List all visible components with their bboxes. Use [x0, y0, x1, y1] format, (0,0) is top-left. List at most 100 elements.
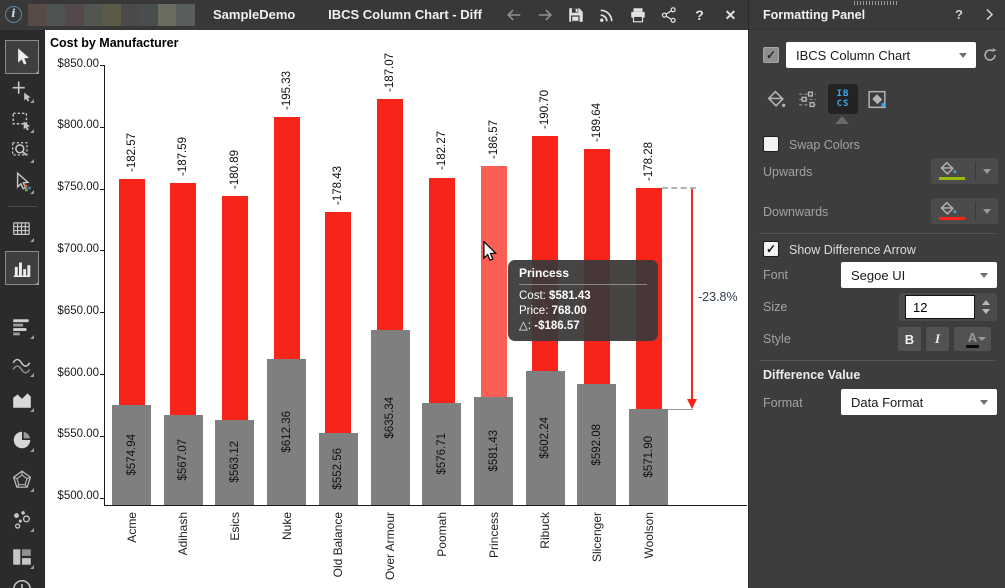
price-bar[interactable] — [170, 182, 197, 415]
swap-colors-checkbox[interactable] — [763, 136, 779, 152]
topbar: i SampleDemo IBCS Column Chart - Diff ? ✕ — [0, 0, 748, 30]
cost-label: $552.56 — [332, 448, 345, 490]
font-color-glyph: A — [965, 330, 980, 348]
cost-bar[interactable] — [163, 414, 203, 505]
cost-bar[interactable] — [422, 402, 462, 505]
tab-ibcs[interactable]: IB CS — [828, 84, 858, 114]
chart-plot: $850.00 $800.00 $750.00 $700.00 $650.00 $600.… — [45, 30, 748, 588]
treemap-chart-tool-icon[interactable] — [11, 546, 34, 569]
forward-icon[interactable] — [535, 6, 554, 25]
downwards-label: Downwards — [763, 205, 829, 219]
back-icon[interactable] — [504, 6, 523, 25]
chevron-down-icon — [982, 309, 990, 314]
help-icon[interactable]: ? — [695, 7, 704, 23]
cost-bar[interactable] — [474, 396, 514, 505]
element-selector[interactable]: IBCS Column Chart — [786, 42, 976, 68]
share-icon[interactable] — [659, 6, 678, 25]
price-bar[interactable] — [118, 179, 145, 405]
chevron-down-icon[interactable] — [983, 169, 991, 174]
panel-help-icon[interactable]: ? — [955, 7, 963, 22]
feed-icon[interactable] — [597, 6, 616, 25]
cost-bar[interactable] — [267, 358, 307, 505]
category-label: Acme — [124, 512, 139, 543]
price-bar[interactable] — [221, 196, 248, 420]
paint-bucket-icon — [938, 201, 960, 221]
bar-chart-tool-icon[interactable] — [11, 316, 34, 339]
info-icon[interactable]: i — [5, 6, 22, 23]
point-select-tool-icon[interactable] — [11, 80, 34, 103]
cost-bar[interactable] — [318, 432, 358, 505]
tab-style[interactable] — [862, 84, 892, 114]
refresh-icon[interactable] — [981, 46, 999, 64]
save-icon[interactable] — [566, 6, 585, 25]
area-chart-tool-icon[interactable] — [11, 389, 34, 412]
show-difference-arrow-checkbox[interactable]: ✓ — [763, 241, 779, 257]
swap-colors-label: Swap Colors — [789, 138, 860, 152]
price-bar[interactable] — [480, 166, 507, 397]
chevron-down-icon[interactable] — [978, 337, 986, 341]
price-bar[interactable] — [428, 177, 455, 403]
print-icon[interactable] — [628, 6, 647, 25]
font-selector[interactable]: Segoe UI — [841, 262, 997, 288]
price-bar[interactable] — [273, 117, 300, 359]
price-bar[interactable] — [325, 212, 352, 433]
difference-value-heading: Difference Value — [763, 368, 861, 382]
y-axis-tick — [100, 188, 104, 190]
panel-drag-handle[interactable] — [854, 1, 898, 5]
panel-collapse-icon[interactable] — [981, 6, 998, 28]
x-axis-line — [104, 505, 747, 506]
cost-bar[interactable] — [577, 383, 617, 505]
cost-bar[interactable] — [525, 371, 565, 505]
y-axis-tick — [100, 65, 104, 66]
ibcs-tab-label: CS — [836, 99, 850, 109]
size-stepper[interactable] — [978, 293, 994, 321]
category-label: Over Armour — [383, 512, 398, 581]
cost-bar[interactable] — [370, 330, 410, 505]
category-label: Princess — [486, 512, 501, 559]
pie-chart-tool-icon[interactable] — [11, 429, 34, 452]
tab-properties[interactable] — [792, 84, 822, 114]
radar-chart-tool-icon[interactable] — [11, 469, 34, 492]
element-enabled-checkbox[interactable]: ✓ — [763, 47, 779, 63]
bold-button[interactable]: B — [898, 327, 921, 351]
y-axis-tick-label: $600.00 — [57, 366, 99, 379]
font-color-button[interactable]: A — [954, 327, 991, 351]
tooltip-title: Princess — [519, 266, 570, 280]
cost-label: $602.24 — [539, 417, 552, 459]
cost-label: $592.08 — [590, 423, 603, 466]
line-chart-tool-icon[interactable] — [11, 354, 34, 377]
downwards-color-button[interactable] — [931, 198, 998, 224]
y-axis-tick — [100, 126, 104, 128]
cost-bar[interactable] — [215, 419, 255, 505]
tab-fill[interactable] — [760, 84, 790, 114]
category-label: Nuke — [279, 512, 294, 541]
tooltip-row-price: Price: 768.00 — [519, 305, 587, 317]
format-label: Format — [763, 396, 803, 410]
cost-bar[interactable] — [112, 404, 151, 505]
smart-select-tool-icon[interactable] — [11, 171, 34, 194]
column-chart-tool-icon[interactable] — [5, 251, 39, 285]
left-toolbar — [0, 30, 45, 588]
category-label: Esics — [227, 512, 242, 541]
clock-tool-icon[interactable] — [11, 578, 33, 588]
price-bar[interactable] — [377, 99, 404, 331]
category-label: Woolson — [641, 512, 656, 559]
zoom-select-tool-icon[interactable] — [11, 140, 34, 163]
rectangle-select-tool-icon[interactable] — [11, 110, 34, 133]
chevron-down-icon[interactable] — [983, 209, 991, 214]
difference-label: -186.57 — [487, 120, 500, 160]
ibcs-tab-label: IB — [836, 89, 850, 99]
difference-arrow-dashline — [661, 187, 696, 190]
cost-bar[interactable] — [629, 408, 669, 505]
format-selector[interactable]: Data Format — [841, 389, 997, 415]
breadcrumb[interactable]: SampleDemo — [213, 7, 296, 22]
select-tool-icon[interactable] — [5, 40, 39, 74]
data-grid-tool-icon[interactable] — [11, 219, 34, 242]
italic-button[interactable]: I — [926, 327, 949, 351]
scatter-chart-tool-icon[interactable] — [11, 509, 34, 532]
close-icon[interactable]: ✕ — [724, 6, 737, 23]
upwards-color-button[interactable] — [931, 158, 998, 184]
size-input[interactable] — [905, 295, 975, 319]
category-label: Old Balance — [331, 512, 346, 578]
